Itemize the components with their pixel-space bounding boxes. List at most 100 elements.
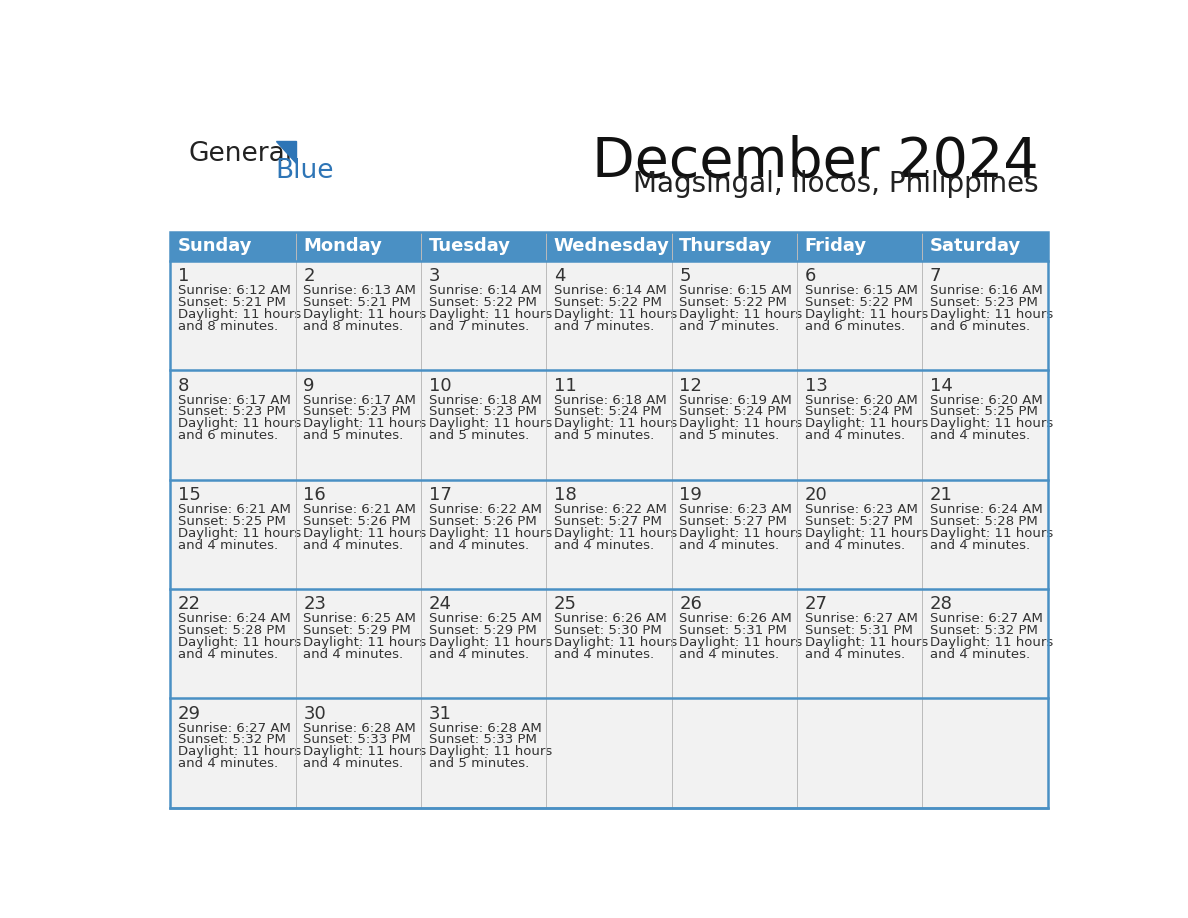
Text: Sunrise: 6:23 AM: Sunrise: 6:23 AM <box>804 503 917 516</box>
Text: Sunset: 5:26 PM: Sunset: 5:26 PM <box>303 515 411 528</box>
Text: Sunrise: 6:15 AM: Sunrise: 6:15 AM <box>680 285 792 297</box>
Text: Sunrise: 6:21 AM: Sunrise: 6:21 AM <box>303 503 416 516</box>
Text: and 5 minutes.: and 5 minutes. <box>554 430 655 442</box>
Text: Sunset: 5:22 PM: Sunset: 5:22 PM <box>680 297 788 309</box>
Text: Daylight: 11 hours: Daylight: 11 hours <box>804 527 928 540</box>
Text: and 6 minutes.: and 6 minutes. <box>930 320 1030 333</box>
Text: 9: 9 <box>303 376 315 395</box>
Text: 29: 29 <box>178 705 201 722</box>
Text: Daylight: 11 hours: Daylight: 11 hours <box>930 527 1054 540</box>
Text: Daylight: 11 hours: Daylight: 11 hours <box>429 418 552 431</box>
Text: 28: 28 <box>930 595 953 613</box>
Text: 20: 20 <box>804 486 827 504</box>
Text: Tuesday: Tuesday <box>429 238 511 255</box>
Text: Sunset: 5:29 PM: Sunset: 5:29 PM <box>429 624 536 637</box>
Bar <box>296 232 421 261</box>
Text: Daylight: 11 hours: Daylight: 11 hours <box>680 527 803 540</box>
Bar <box>421 232 546 261</box>
Text: Sunrise: 6:21 AM: Sunrise: 6:21 AM <box>178 503 291 516</box>
Text: Sunset: 5:29 PM: Sunset: 5:29 PM <box>303 624 411 637</box>
Text: Daylight: 11 hours: Daylight: 11 hours <box>429 527 552 540</box>
Bar <box>671 232 797 261</box>
Text: and 4 minutes.: and 4 minutes. <box>429 539 529 552</box>
Text: and 7 minutes.: and 7 minutes. <box>554 320 655 333</box>
Bar <box>170 699 1048 808</box>
Text: Sunrise: 6:20 AM: Sunrise: 6:20 AM <box>804 394 917 407</box>
Text: Daylight: 11 hours: Daylight: 11 hours <box>429 745 552 758</box>
Text: Sunset: 5:33 PM: Sunset: 5:33 PM <box>303 733 411 746</box>
Text: Sunrise: 6:15 AM: Sunrise: 6:15 AM <box>804 285 917 297</box>
Text: 27: 27 <box>804 595 828 613</box>
Text: Sunset: 5:21 PM: Sunset: 5:21 PM <box>178 297 286 309</box>
Text: 1: 1 <box>178 267 189 285</box>
Text: Sunset: 5:23 PM: Sunset: 5:23 PM <box>178 406 286 419</box>
Text: Daylight: 11 hours: Daylight: 11 hours <box>303 418 426 431</box>
Text: Daylight: 11 hours: Daylight: 11 hours <box>554 636 677 649</box>
Text: Sunset: 5:22 PM: Sunset: 5:22 PM <box>554 297 662 309</box>
Bar <box>170 371 1048 480</box>
Text: Sunrise: 6:13 AM: Sunrise: 6:13 AM <box>303 285 416 297</box>
Text: 25: 25 <box>554 595 577 613</box>
Text: Sunrise: 6:17 AM: Sunrise: 6:17 AM <box>303 394 416 407</box>
Text: Sunset: 5:32 PM: Sunset: 5:32 PM <box>930 624 1038 637</box>
Text: 30: 30 <box>303 705 326 722</box>
Text: Daylight: 11 hours: Daylight: 11 hours <box>303 308 426 321</box>
Bar <box>170 589 1048 699</box>
Bar <box>170 232 1048 808</box>
Text: 18: 18 <box>554 486 576 504</box>
Text: 14: 14 <box>930 376 953 395</box>
Text: Sunrise: 6:20 AM: Sunrise: 6:20 AM <box>930 394 1043 407</box>
Text: General: General <box>189 141 293 167</box>
Text: and 6 minutes.: and 6 minutes. <box>178 430 278 442</box>
Text: Daylight: 11 hours: Daylight: 11 hours <box>680 636 803 649</box>
Text: Sunrise: 6:14 AM: Sunrise: 6:14 AM <box>429 285 542 297</box>
Text: Thursday: Thursday <box>680 238 772 255</box>
Text: 11: 11 <box>554 376 576 395</box>
Text: 3: 3 <box>429 267 440 285</box>
Text: Sunset: 5:30 PM: Sunset: 5:30 PM <box>554 624 662 637</box>
Text: and 4 minutes.: and 4 minutes. <box>804 539 905 552</box>
Text: Sunrise: 6:25 AM: Sunrise: 6:25 AM <box>303 612 416 625</box>
Text: Daylight: 11 hours: Daylight: 11 hours <box>554 527 677 540</box>
Text: and 7 minutes.: and 7 minutes. <box>680 320 779 333</box>
Bar <box>922 232 1048 261</box>
Text: and 4 minutes.: and 4 minutes. <box>930 430 1030 442</box>
Text: Sunset: 5:25 PM: Sunset: 5:25 PM <box>178 515 286 528</box>
Text: Sunset: 5:24 PM: Sunset: 5:24 PM <box>680 406 786 419</box>
Text: 2: 2 <box>303 267 315 285</box>
Text: and 4 minutes.: and 4 minutes. <box>680 539 779 552</box>
Bar <box>170 261 1048 371</box>
Text: and 4 minutes.: and 4 minutes. <box>178 757 278 770</box>
Text: 19: 19 <box>680 486 702 504</box>
Text: Sunset: 5:23 PM: Sunset: 5:23 PM <box>930 297 1038 309</box>
Text: Sunrise: 6:27 AM: Sunrise: 6:27 AM <box>930 612 1043 625</box>
Text: Daylight: 11 hours: Daylight: 11 hours <box>429 308 552 321</box>
Text: Sunrise: 6:23 AM: Sunrise: 6:23 AM <box>680 503 792 516</box>
Text: and 5 minutes.: and 5 minutes. <box>429 757 529 770</box>
Text: Sunset: 5:24 PM: Sunset: 5:24 PM <box>554 406 662 419</box>
Text: Daylight: 11 hours: Daylight: 11 hours <box>303 745 426 758</box>
Text: 5: 5 <box>680 267 690 285</box>
Text: Sunrise: 6:26 AM: Sunrise: 6:26 AM <box>680 612 792 625</box>
Text: and 4 minutes.: and 4 minutes. <box>680 648 779 661</box>
Text: Sunset: 5:27 PM: Sunset: 5:27 PM <box>554 515 662 528</box>
Text: Sunday: Sunday <box>178 238 252 255</box>
Text: December 2024: December 2024 <box>592 135 1038 189</box>
Text: 17: 17 <box>429 486 451 504</box>
Text: and 4 minutes.: and 4 minutes. <box>930 648 1030 661</box>
Bar <box>170 480 1048 589</box>
Text: Sunset: 5:27 PM: Sunset: 5:27 PM <box>804 515 912 528</box>
Text: Daylight: 11 hours: Daylight: 11 hours <box>804 636 928 649</box>
Text: and 5 minutes.: and 5 minutes. <box>429 430 529 442</box>
Text: Sunset: 5:25 PM: Sunset: 5:25 PM <box>930 406 1038 419</box>
Text: Sunset: 5:27 PM: Sunset: 5:27 PM <box>680 515 788 528</box>
Text: Sunrise: 6:18 AM: Sunrise: 6:18 AM <box>554 394 666 407</box>
Text: and 7 minutes.: and 7 minutes. <box>429 320 529 333</box>
Text: Daylight: 11 hours: Daylight: 11 hours <box>178 527 302 540</box>
Text: Daylight: 11 hours: Daylight: 11 hours <box>178 418 302 431</box>
Text: 7: 7 <box>930 267 941 285</box>
Text: and 5 minutes.: and 5 minutes. <box>303 430 404 442</box>
Text: Sunset: 5:26 PM: Sunset: 5:26 PM <box>429 515 536 528</box>
Text: Saturday: Saturday <box>930 238 1022 255</box>
Text: Sunset: 5:33 PM: Sunset: 5:33 PM <box>429 733 537 746</box>
